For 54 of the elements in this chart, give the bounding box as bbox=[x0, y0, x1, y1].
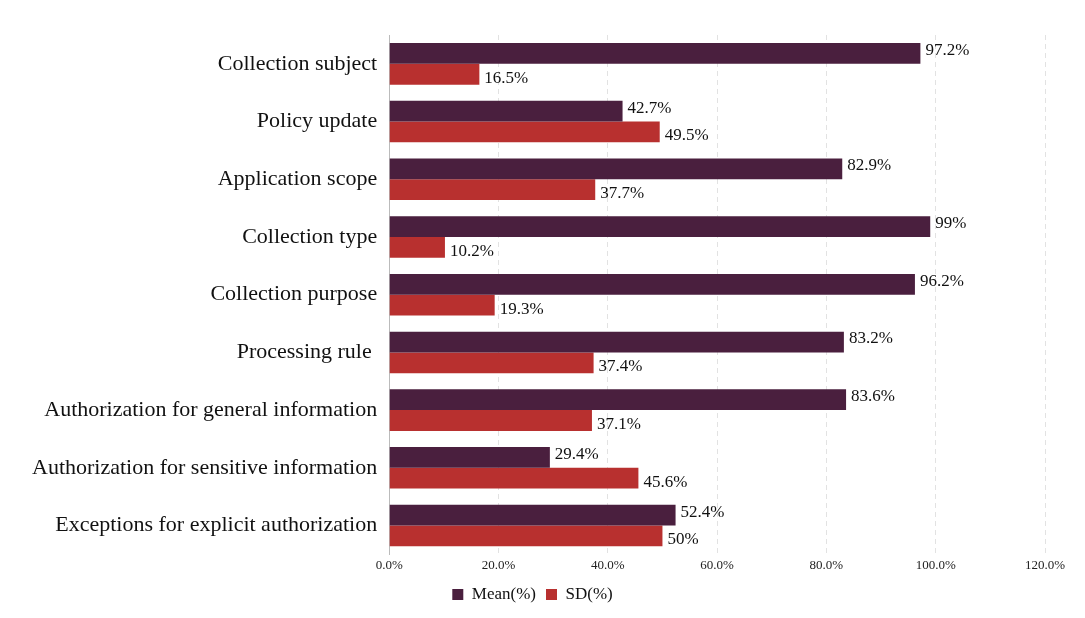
bar bbox=[389, 525, 663, 547]
x-tick-label: 20.0% bbox=[481, 556, 516, 572]
data-label: 83.2% bbox=[848, 328, 893, 348]
bar bbox=[389, 273, 915, 295]
bar bbox=[389, 158, 843, 180]
y-tick-label: Processing rule bbox=[236, 338, 378, 364]
bar bbox=[389, 179, 596, 201]
bar bbox=[389, 352, 594, 374]
data-label: 37.1% bbox=[596, 413, 641, 433]
data-label: 49.5% bbox=[664, 125, 709, 145]
data-label: 99% bbox=[935, 213, 967, 233]
y-tick-label: Authorization for sensitive information bbox=[32, 453, 378, 479]
data-label: 45.6% bbox=[643, 471, 688, 491]
data-label: 29.4% bbox=[554, 443, 599, 463]
bar bbox=[389, 331, 844, 353]
data-label: 37.4% bbox=[598, 356, 643, 376]
bar bbox=[389, 236, 445, 258]
bar bbox=[389, 389, 847, 411]
data-label: 42.7% bbox=[627, 97, 672, 117]
data-label: 96.2% bbox=[919, 270, 964, 290]
data-label: 83.6% bbox=[851, 386, 895, 406]
data-label: 16.5% bbox=[484, 67, 529, 87]
bar bbox=[389, 63, 480, 85]
data-label: 19.3% bbox=[499, 298, 544, 318]
bar bbox=[389, 100, 623, 122]
y-tick-label: Application scope bbox=[217, 165, 378, 191]
y-tick-label: Policy update bbox=[256, 107, 378, 133]
x-tick-label: 80.0% bbox=[809, 556, 844, 572]
data-label: 97.2% bbox=[925, 39, 970, 59]
x-tick-label: 60.0% bbox=[700, 556, 735, 572]
data-label: 52.4% bbox=[680, 501, 725, 521]
data-label: 50% bbox=[667, 529, 699, 549]
bar bbox=[389, 467, 639, 489]
x-tick-label: 0.0% bbox=[375, 556, 403, 572]
bar bbox=[389, 216, 931, 237]
y-tick-label: Collection purpose bbox=[210, 280, 378, 306]
bar bbox=[389, 447, 550, 468]
legend-label: SD(%) bbox=[565, 583, 613, 603]
y-tick-label: Collection type bbox=[242, 222, 378, 248]
x-tick-label: 100.0% bbox=[915, 556, 956, 572]
data-label: 82.9% bbox=[847, 155, 892, 175]
y-tick-label: Exceptions for explicit authorization bbox=[55, 511, 378, 537]
bar bbox=[389, 43, 921, 64]
data-label: 37.7% bbox=[600, 183, 645, 203]
x-tick-label: 120.0% bbox=[1024, 556, 1066, 572]
bar bbox=[389, 410, 592, 431]
bar bbox=[389, 121, 660, 143]
y-tick-label: Authorization for general information bbox=[44, 395, 378, 421]
y-tick-label: Collection subject bbox=[217, 49, 378, 75]
bar bbox=[389, 504, 676, 526]
legend-label: Mean(%) bbox=[471, 583, 536, 603]
bar bbox=[389, 294, 495, 316]
x-tick-label: 40.0% bbox=[591, 556, 625, 572]
data-label: 10.2% bbox=[449, 240, 494, 260]
